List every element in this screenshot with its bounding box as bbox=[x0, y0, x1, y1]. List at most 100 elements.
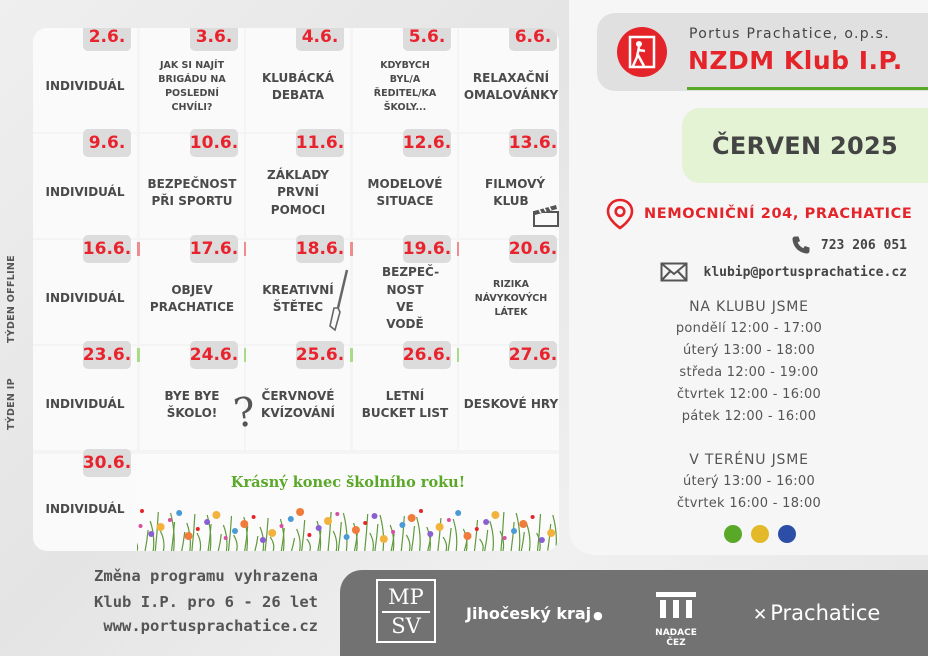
club-hours: NA KLUBU JSME pondělí 12:00 - 17:00 úterý… bbox=[629, 296, 869, 428]
day-cell: 3.6. JAK SI NAJÍT BRIGÁDU NA POSLEDNÍ CHV… bbox=[140, 28, 244, 132]
phone: 723 206 051 bbox=[791, 235, 907, 255]
day-activity: MODELOVÉ SITUACE bbox=[367, 176, 443, 208]
email-address: klubip@portusprachatice.cz bbox=[703, 264, 908, 280]
day-activity: LETNÍ BUCKET LIST bbox=[361, 388, 449, 420]
logo-icon bbox=[617, 27, 667, 77]
color-dots bbox=[724, 525, 796, 543]
day-date: 24.6. bbox=[190, 341, 238, 369]
day-date: 2.6. bbox=[83, 28, 131, 51]
color-dot bbox=[778, 525, 796, 543]
address: NEMOCNIČNÍ 204, PRACHATICE bbox=[606, 198, 912, 230]
day-activity: INDIVIDUÁL bbox=[45, 397, 125, 412]
day-cell: 24.6. BYE BYE ŠKOLO! bbox=[140, 341, 244, 450]
day-activity: INDIVIDUÁL bbox=[45, 79, 125, 94]
field-hours: V TERÉNU JSME úterý 13:00 - 16:00 čtvrtek… bbox=[629, 449, 869, 515]
day-activity: BYE BYE ŠKOLO! bbox=[164, 388, 220, 420]
day-date: 13.6. bbox=[509, 129, 557, 157]
nadace-cez-logo: NADACE ČEZ bbox=[646, 590, 706, 648]
email: klubip@portusprachatice.cz bbox=[660, 262, 908, 282]
day-date: 5.6. bbox=[403, 28, 451, 51]
footer-note-2: Klub I.P. pro 6 - 26 let bbox=[94, 593, 318, 611]
day-activity: RELAXAČNÍ OMALOVÁNKY bbox=[463, 70, 559, 102]
day-activity: ZÁKLADY PRVNÍ POMOCI bbox=[267, 167, 329, 217]
prachatice-text: Prachatice bbox=[770, 601, 881, 625]
day-date: 12.6. bbox=[403, 129, 451, 157]
day-cell: 11.6. ZÁKLADY PRVNÍ POMOCI bbox=[246, 129, 350, 238]
month-badge: ČERVEN 2025 bbox=[682, 108, 928, 183]
day-activity: OBJEV PRACHATICE bbox=[149, 282, 235, 314]
day-cell: 9.6. INDIVIDUÁL bbox=[33, 129, 137, 238]
month-title: ČERVEN 2025 bbox=[712, 131, 898, 160]
day-cell: 27.6. DESKOVÉ HRY bbox=[459, 341, 559, 450]
footer-note-1: Změna programu vyhrazena bbox=[94, 567, 318, 585]
day-cell: 2.6. INDIVIDUÁL bbox=[33, 28, 137, 132]
org-name: Portus Prachatice, o.p.s. bbox=[689, 26, 890, 42]
day-activity: KLUBÁCKÁ DEBATA bbox=[261, 70, 335, 102]
day-cell: 5.6. KDYBYCH BYL/A ŘEDITEL/KA ŠKOLY... bbox=[353, 28, 457, 132]
day-date: 4.6. bbox=[296, 28, 344, 51]
day-activity: BEZPEČ-NOST VE VODĚ bbox=[382, 265, 440, 332]
day-cell: 12.6. MODELOVÉ SITUACE bbox=[353, 129, 457, 238]
paintbrush-icon bbox=[329, 269, 349, 332]
day-date: 3.6. bbox=[190, 28, 238, 51]
mpsv-bottom: SV bbox=[382, 611, 430, 640]
address-text: NEMOCNIČNÍ 204, PRACHATICE bbox=[644, 206, 913, 222]
flowers-illustration bbox=[137, 508, 559, 551]
closing-message: Krásný konec školního roku! bbox=[230, 474, 466, 491]
hours-line: středa 12:00 - 19:00 bbox=[679, 365, 819, 380]
club-hours-heading: NA KLUBU JSME bbox=[689, 299, 809, 315]
footer-website: www.portusprachatice.cz bbox=[103, 617, 318, 635]
day-cell: 13.6. FILMOVÝ KLUB bbox=[459, 129, 559, 238]
day-cell: 17.6. OBJEV PRACHATICE bbox=[140, 235, 244, 344]
kraj-text: Jihočeský kraj bbox=[466, 604, 592, 623]
phone-icon bbox=[792, 236, 810, 254]
hours-line: pátek 12:00 - 16:00 bbox=[681, 409, 817, 424]
calendar: Krásný konec školního roku! 2.6. INDIVIDU… bbox=[33, 28, 559, 551]
day-date: 26.6. bbox=[403, 341, 451, 369]
week-offline-label: TÝDEN OFFLINE bbox=[6, 255, 17, 343]
club-name: NZDM Klub I.P. bbox=[688, 46, 903, 75]
day-date: 20.6. bbox=[509, 235, 557, 263]
day-activity: FILMOVÝ KLUB bbox=[485, 176, 546, 208]
closing-banner: Krásný konec školního roku! bbox=[137, 454, 559, 551]
day-cell: 10.6. BEZPEČNOST PŘI SPORTU bbox=[140, 129, 244, 238]
hours-line: úterý 13:00 - 18:00 bbox=[682, 343, 816, 358]
day-cell: 30.6. INDIVIDUÁL bbox=[33, 449, 137, 551]
day-cell: 4.6. KLUBÁCKÁ DEBATA bbox=[246, 28, 350, 132]
day-activity: INDIVIDUÁL bbox=[45, 501, 125, 516]
day-activity: BEZPEČNOST PŘI SPORTU bbox=[147, 176, 237, 208]
color-dot bbox=[724, 525, 742, 543]
envelope-icon bbox=[660, 262, 687, 282]
day-cell: 23.6. INDIVIDUÁL bbox=[33, 341, 137, 450]
hours-line: čtvrtek 12:00 - 16:00 bbox=[676, 387, 822, 402]
hours-line: čtvrtek 16:00 - 18:00 bbox=[676, 496, 822, 511]
brand-header: Portus Prachatice, o.p.s. NZDM Klub I.P. bbox=[597, 13, 928, 91]
prachatice-logo: ✕ Prachatice bbox=[753, 601, 880, 625]
day-date: 17.6. bbox=[190, 235, 238, 263]
day-cell: 20.6. RIZIKA NÁVYKOVÝCH LÁTEK bbox=[459, 235, 559, 344]
day-date: 19.6. bbox=[403, 235, 451, 263]
day-date: 25.6. bbox=[296, 341, 344, 369]
day-date: 6.6. bbox=[509, 28, 557, 51]
brand-underline bbox=[687, 87, 928, 90]
day-date: 9.6. bbox=[83, 129, 131, 157]
day-date: 30.6. bbox=[83, 449, 131, 477]
day-date: 11.6. bbox=[296, 129, 344, 157]
field-hours-heading: V TERÉNU JSME bbox=[689, 452, 809, 468]
sponsor-bar: MP SV Jihočeský kraj ● NADACE ČEZ ✕ Pracha… bbox=[340, 570, 928, 656]
day-date: 10.6. bbox=[190, 129, 238, 157]
day-cell: 18.6. KREATIVNÍ ŠTĚTEC bbox=[246, 235, 350, 344]
day-date: 27.6. bbox=[509, 341, 557, 369]
prachatice-emblem-icon: ✕ bbox=[753, 605, 768, 625]
day-cell: 6.6. RELAXAČNÍ OMALOVÁNKY bbox=[459, 28, 559, 132]
cez-icon bbox=[656, 592, 696, 618]
day-activity: ČERVNOVÉ KVÍZOVÁNÍ bbox=[261, 388, 335, 420]
week-ip-label: TÝDEN IP bbox=[6, 378, 17, 430]
day-cell: 25.6. ČERVNOVÉ KVÍZOVÁNÍ? bbox=[231, 341, 350, 450]
day-activity: DESKOVÉ HRY bbox=[463, 397, 559, 412]
hours-line: pondělí 12:00 - 17:00 bbox=[675, 321, 823, 336]
color-dot bbox=[751, 525, 769, 543]
day-date: 23.6. bbox=[83, 341, 131, 369]
day-cell: 19.6. BEZPEČ-NOST VE VODĚ bbox=[353, 235, 457, 344]
day-activity: RIZIKA NÁVYKOVÝCH LÁTEK bbox=[474, 279, 548, 318]
